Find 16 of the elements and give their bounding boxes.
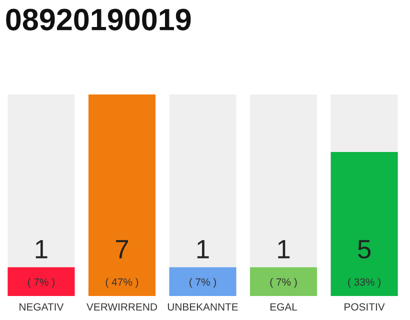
- data-label: 1: [278, 240, 290, 258]
- x-tick-label: NEGATIV: [20, 303, 64, 311]
- annotation: ( 33% ): [348, 278, 380, 288]
- annotation: ( 47% ): [106, 278, 138, 288]
- chart-title: 08920190019: [6, 8, 191, 30]
- annotation: ( 7% ): [190, 278, 216, 288]
- data-label: 1: [197, 240, 209, 258]
- annotation: ( 7% ): [28, 278, 54, 288]
- x-tick-label: POSITIV: [344, 303, 385, 311]
- x-tick-label: UNBEKANNTE: [168, 303, 238, 311]
- data-label: 1: [36, 240, 48, 258]
- data-label: 7: [116, 240, 128, 258]
- data-label: 5: [358, 240, 371, 259]
- annotation: ( 7% ): [270, 278, 297, 288]
- x-tick-label: VERWIRREND: [86, 303, 157, 310]
- x-tick-label: EGAL: [270, 303, 298, 311]
